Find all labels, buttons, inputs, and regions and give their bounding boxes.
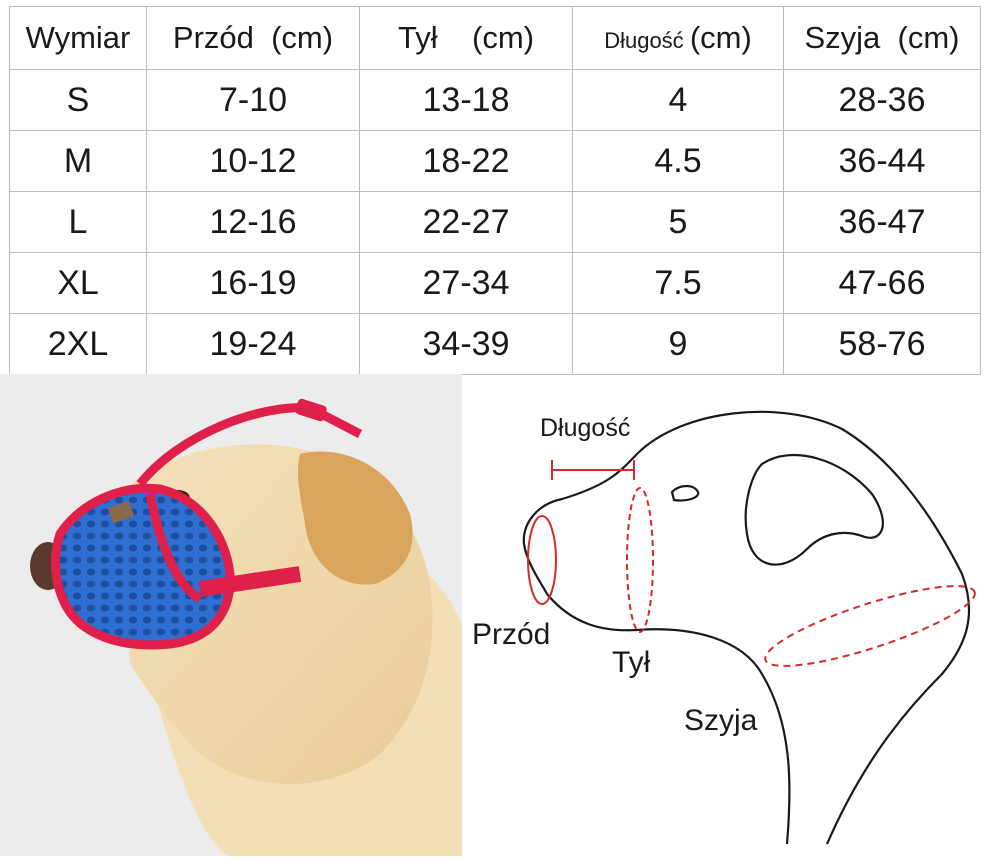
diagram-label-neck: Szyja <box>684 704 758 737</box>
table-row: L 12-16 22-27 5 36-47 <box>9 191 981 253</box>
header-back-label: Tył <box>397 20 438 55</box>
cell-neck: 47-66 <box>783 252 981 314</box>
cell-length: 7.5 <box>572 252 784 314</box>
cell-front: 19-24 <box>146 313 360 375</box>
cell-back: 22-27 <box>359 191 573 253</box>
muzzle-strap-side <box>198 566 302 597</box>
cell-neck: 36-44 <box>783 130 981 192</box>
dog-outline-jaw <box>546 593 791 845</box>
header-front-label: Przód <box>172 20 254 55</box>
header-size-label: Wymiar <box>25 20 131 55</box>
header-length: Długość (cm) <box>572 6 784 70</box>
cell-front: 12-16 <box>146 191 360 253</box>
table-row: S 7-10 13-18 4 28-36 <box>9 69 981 131</box>
cell-length: 4.5 <box>572 130 784 192</box>
size-chart-table: Wymiar Przód (cm) Tył (cm) Długość (cm) … <box>9 6 981 375</box>
header-back: Tył (cm) <box>359 6 573 70</box>
cell-length: 5 <box>572 191 784 253</box>
cell-size: 2XL <box>9 313 147 375</box>
cell-front: 16-19 <box>146 252 360 314</box>
dog-photo-illustration <box>0 374 462 856</box>
diagram-label-back: Tył <box>612 646 651 679</box>
cell-neck: 28-36 <box>783 69 981 131</box>
cell-front: 7-10 <box>146 69 360 131</box>
header-neck-label: Szyja <box>804 20 881 55</box>
header-front-unit: (cm) <box>271 20 334 55</box>
neck-ring <box>764 585 976 667</box>
header-size: Wymiar <box>9 6 147 70</box>
header-neck: Szyja (cm) <box>783 6 981 70</box>
muzzle-label-tag <box>107 500 135 524</box>
cell-neck: 58-76 <box>783 313 981 375</box>
cell-size: XL <box>9 252 147 314</box>
strap-buckle <box>295 398 327 422</box>
cell-size: M <box>9 130 147 192</box>
header-length-unit: (cm) <box>689 20 752 55</box>
header-back-unit: (cm) <box>472 20 535 55</box>
dog-outline-diagram <box>522 410 976 845</box>
table-header-row: Wymiar Przód (cm) Tył (cm) Długość (cm) … <box>9 6 981 70</box>
cell-back: 18-22 <box>359 130 573 192</box>
muzzle-mesh <box>51 483 235 650</box>
length-bar <box>551 460 635 480</box>
table-row: 2XL 19-24 34-39 9 58-76 <box>9 313 981 375</box>
header-front: Przód (cm) <box>146 6 360 70</box>
dog-muzzle-photo <box>0 374 462 856</box>
dog-outline <box>636 410 971 845</box>
dog-outline-eye <box>670 484 700 502</box>
cell-neck: 36-47 <box>783 191 981 253</box>
measurement-diagram: Długość Przód Tył Szyja <box>462 374 992 856</box>
dog-outline-ear <box>744 454 884 566</box>
dog-ear <box>297 451 413 585</box>
cell-size: S <box>9 69 147 131</box>
cell-size: L <box>9 191 147 253</box>
back-ring <box>626 487 654 633</box>
cell-length: 9 <box>572 313 784 375</box>
cell-back: 27-34 <box>359 252 573 314</box>
muzzle-strap-cheek <box>145 493 203 603</box>
header-length-label: Długość <box>604 28 684 53</box>
dog-outline-snout-top <box>522 453 638 595</box>
diagram-label-front: Przód <box>472 618 551 651</box>
front-ring <box>527 515 557 605</box>
diagram-label-length: Długość <box>540 414 631 442</box>
cell-length: 4 <box>572 69 784 131</box>
cell-back: 34-39 <box>359 313 573 375</box>
cell-front: 10-12 <box>146 130 360 192</box>
table-row: M 10-12 18-22 4.5 36-44 <box>9 130 981 192</box>
cell-back: 13-18 <box>359 69 573 131</box>
table-row: XL 16-19 27-34 7.5 47-66 <box>9 252 981 314</box>
header-neck-unit: (cm) <box>897 20 960 55</box>
